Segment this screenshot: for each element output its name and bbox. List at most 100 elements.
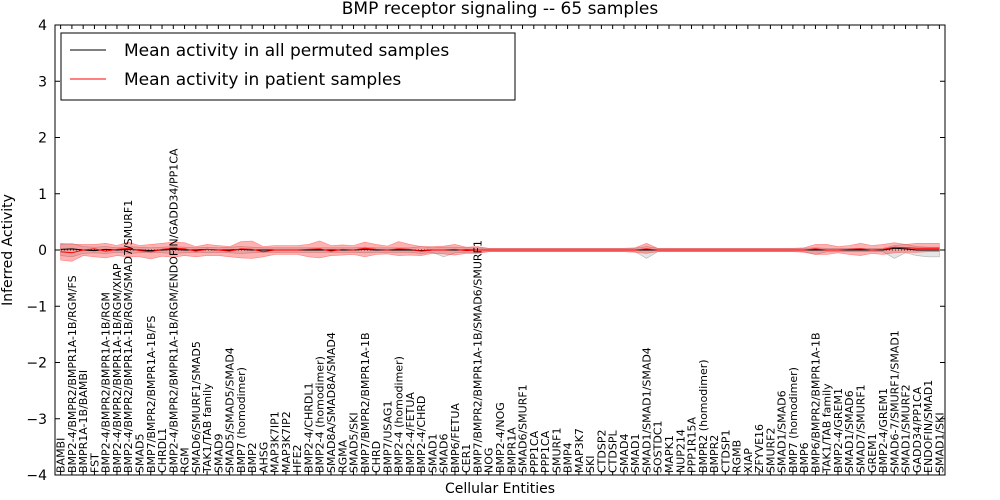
x-tick-label: BMP2-4/GREM1 bbox=[877, 388, 890, 473]
x-tick-label: SMURF2 bbox=[764, 428, 777, 474]
x-tick-label: BMP2-4/BMPR2/BMPR1A-1B/RGM/XIAP bbox=[111, 263, 124, 473]
x-tick-label: PPP1R15A bbox=[686, 416, 699, 473]
x-tick-label: BMP2-4/FETUA bbox=[404, 392, 417, 473]
x-tick-label: MAPK1 bbox=[663, 435, 676, 473]
x-tick-label: SMAD1/SKI bbox=[933, 412, 946, 473]
x-tick-label: BAMBI bbox=[55, 438, 68, 473]
x-tick-label: RGMB bbox=[731, 440, 744, 473]
x-tick-label: BMP2-4 (homodimer) bbox=[393, 356, 406, 473]
x-tick-label: SMAD5 bbox=[133, 434, 146, 473]
plot-area: −4−3−2−101234BAMBIBMP2-4/BMPR2/BMPR1A-1B… bbox=[26, 18, 946, 484]
x-tick-label: MAP3K7IP1 bbox=[269, 411, 282, 473]
x-tick-label: BMP2-4/CHRD bbox=[415, 396, 428, 473]
x-tick-label: FST bbox=[88, 453, 101, 473]
x-tick-label: BMP2-4/BMPR2/BMPR1A-1B/RGM bbox=[100, 292, 113, 473]
x-tick-label: CTDSP1 bbox=[719, 430, 732, 473]
x-tick-label: BMPR2 (homodimer) bbox=[697, 359, 710, 473]
x-tick-label: BMP2 bbox=[246, 442, 259, 473]
y-tick-label: 1 bbox=[38, 187, 47, 203]
x-tick-label: SOSTDC1 bbox=[652, 421, 665, 474]
y-axis-label: Inferred Activity bbox=[0, 194, 16, 306]
x-tick-label: SMAD1/SMAD6 bbox=[843, 390, 856, 473]
x-tick-label: CHRD bbox=[370, 441, 383, 473]
x-tick-label: BMPR2 bbox=[708, 435, 721, 473]
x-tick-label: BMPR1A-1B/BAMBI bbox=[77, 370, 90, 473]
series-line-patient bbox=[60, 246, 940, 254]
x-tick-label: NOG bbox=[483, 448, 496, 473]
x-tick-label: BMP7/BMPR2/BMPR1A-1B/SMAD6/SMURF1 bbox=[471, 240, 484, 473]
x-tick-label: SMAD1/SMAD6 bbox=[776, 390, 789, 473]
x-tick-label: MAP3K7 bbox=[573, 428, 586, 473]
x-tick-label: SMAD1 bbox=[426, 434, 439, 473]
x-tick-label: SMAD5/SMAD5/SMAD4 bbox=[224, 347, 237, 473]
y-tick-label: 0 bbox=[38, 243, 47, 259]
legend-entry-patient: Mean activity in patient samples bbox=[124, 70, 401, 90]
x-tick-label: BMP2-4/BMPR2/BMPR1A-1B/RGM/FS bbox=[66, 275, 79, 473]
x-tick-label: BMP2-4/CHRDL1 bbox=[302, 382, 315, 473]
x-tick-label: CHRDL1 bbox=[156, 428, 169, 473]
x-tick-label: MAP3K7IP2 bbox=[280, 411, 293, 473]
x-tick-label: AHSG bbox=[257, 442, 270, 473]
x-tick-label: CER1 bbox=[460, 444, 473, 473]
x-tick-label: RGM bbox=[179, 447, 192, 473]
x-tick-label: BMP7 (homodimer) bbox=[235, 367, 248, 473]
band-permuted bbox=[60, 242, 940, 259]
x-tick-label: BMP6 bbox=[798, 442, 811, 473]
x-tick-label: TAK1/TAB family bbox=[201, 383, 214, 474]
x-tick-label: RGMA bbox=[336, 439, 349, 473]
x-tick-label: BMP2-4/GREM1 bbox=[832, 388, 845, 473]
x-tick-label: PPP1CA bbox=[528, 430, 541, 473]
x-tick-label: BMP4 bbox=[562, 442, 575, 473]
legend: Mean activity in all permuted samples Mea… bbox=[60, 32, 516, 101]
y-tick-label: −4 bbox=[26, 468, 47, 484]
x-tick-label: SMAD6/SMURF1/SMAD5 bbox=[190, 341, 203, 473]
x-tick-label: SMAD5/SKI bbox=[348, 412, 361, 473]
chart-title: BMP receptor signaling -- 65 samples bbox=[342, 0, 659, 19]
legend-box bbox=[60, 32, 516, 101]
x-tick-label: SMAD1 bbox=[629, 434, 642, 473]
band-patient bbox=[60, 240, 940, 262]
y-tick-label: −1 bbox=[26, 299, 47, 315]
x-tick-label: SMAD9 bbox=[212, 434, 225, 473]
x-tick-label: BMP7/BMPR2/BMPR1A-1B/FS bbox=[145, 316, 158, 473]
x-tick-label: BMP2-4/NOG bbox=[494, 402, 507, 473]
x-axis-label: Cellular Entities bbox=[445, 481, 555, 497]
x-tick-label: BMP6/BMPR2/BMPR1A-1B bbox=[809, 332, 822, 473]
x-tick-label: PPP1CA bbox=[539, 430, 552, 473]
y-tick-label: −3 bbox=[26, 412, 47, 428]
x-tick-label: TAK1/TAB family bbox=[821, 383, 834, 474]
x-tick-label: BMP7 (homodimer) bbox=[787, 367, 800, 473]
y-tick-label: 3 bbox=[38, 74, 47, 90]
x-tick-label: ZFYVE16 bbox=[753, 424, 766, 473]
x-tick-label: SMAD1/SMAD1/SMAD4 bbox=[640, 347, 653, 473]
x-tick-label: BMP7/USAG1 bbox=[381, 401, 394, 473]
x-tick-label: HFE2 bbox=[291, 444, 304, 473]
x-tick-label: SMAD6/SMURF1 bbox=[517, 384, 530, 473]
x-tick-label: GADD34/PP1CA bbox=[911, 386, 924, 473]
x-tick-label: SKI bbox=[584, 456, 597, 473]
x-tick-label: GREM1 bbox=[866, 433, 879, 473]
x-tick-label: SMAD7/SMURF1 bbox=[855, 384, 868, 473]
x-tick-label: BMPR1A bbox=[505, 427, 518, 473]
x-tick-label: SMAD6-7/SMURF1/SMAD1 bbox=[888, 330, 901, 473]
x-tick-label: CTDSP2 bbox=[595, 430, 608, 473]
y-tick-label: 4 bbox=[38, 18, 47, 34]
x-tick-label: CTDSPL bbox=[607, 430, 620, 473]
x-tick-label: SMURF1 bbox=[550, 428, 563, 474]
x-tick-label: BMP2-4 (homodimer) bbox=[314, 356, 327, 473]
x-tick-label: SMAD4 bbox=[618, 434, 631, 473]
y-tick-label: −2 bbox=[26, 356, 47, 372]
x-tick-label: SMAD8A/SMAD8A/SMAD4 bbox=[325, 332, 338, 473]
legend-entry-permuted: Mean activity in all permuted samples bbox=[124, 41, 449, 61]
x-tick-label: NUP214 bbox=[674, 429, 687, 473]
x-tick-label: SMAD6 bbox=[438, 434, 451, 473]
x-tick-label: BMP2-4/BMPR2/BMPR1A-1B/RGM/ENDOFIN/GADD3… bbox=[167, 148, 180, 473]
x-tick-label: BMP6/FETUA bbox=[449, 403, 462, 473]
x-tick-label: BMP2-4/BMPR2/BMPR1A-1B/RGM/SMAD7/SMURF1 bbox=[122, 200, 135, 473]
x-tick-label: BMP7/BMPR2/BMPR1A-1B bbox=[359, 332, 372, 473]
x-tick-label: ENDOFIN/SMAD1 bbox=[922, 380, 935, 473]
x-tick-label: SMAD1/SMURF2 bbox=[900, 384, 913, 473]
y-tick-label: 2 bbox=[38, 131, 47, 147]
x-tick-label: XIAP bbox=[742, 448, 755, 473]
